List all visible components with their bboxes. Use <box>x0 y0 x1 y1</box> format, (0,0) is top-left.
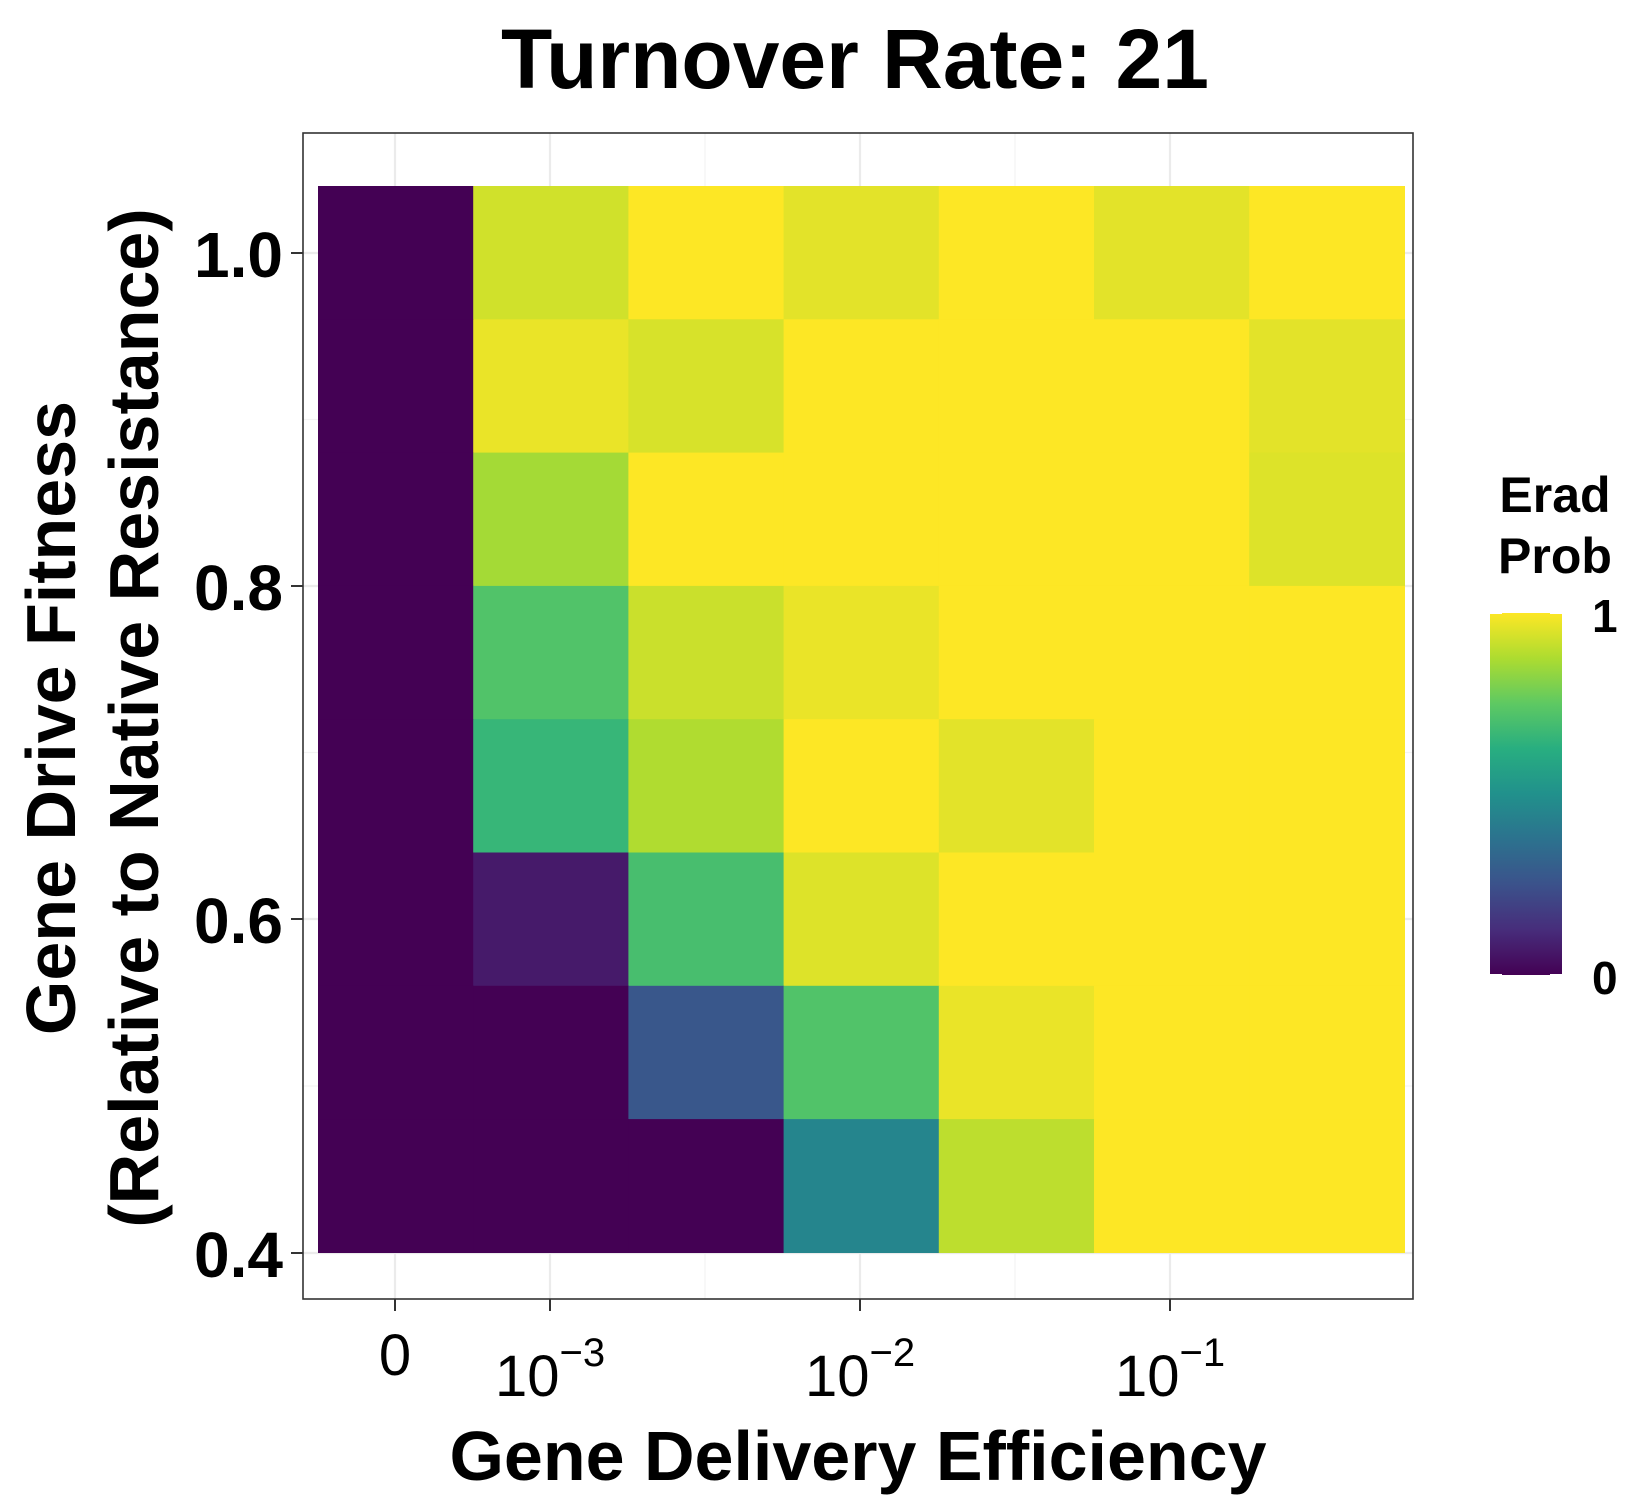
heatmap-cell <box>318 452 474 587</box>
heatmap-cell <box>1249 452 1405 587</box>
heatmap-cell <box>1094 186 1250 320</box>
heatmap-cell <box>318 1119 474 1253</box>
heatmap-cell <box>318 719 474 854</box>
heatmap-cell <box>473 985 629 1120</box>
y-axis: 1.0 0.8 0.6 0.4 <box>194 219 303 1291</box>
x-axis: 0 10−3 10−2 10−1 <box>379 1299 1225 1409</box>
legend-title-line2: Prob <box>1498 528 1612 584</box>
heatmap-cell <box>1094 319 1250 454</box>
heatmap-cell <box>628 452 785 587</box>
y-axis-title-line1: Gene Drive Fitness <box>12 401 90 1035</box>
heatmap-cell <box>938 452 1095 587</box>
legend: Erad Prob 1 0 <box>1490 467 1618 1004</box>
heatmap-cell <box>473 452 629 587</box>
heatmap-cell <box>1094 1119 1250 1253</box>
x-tick-label: 10−2 <box>805 1331 915 1409</box>
heatmap-cell <box>783 186 940 320</box>
legend-colorbar <box>1490 613 1562 975</box>
heatmap-cell <box>783 1119 940 1253</box>
heatmap-cell <box>938 719 1095 854</box>
legend-label-max: 1 <box>1592 590 1618 642</box>
heatmap-cell <box>473 852 629 987</box>
y-tick-label: 0.8 <box>194 552 283 624</box>
heatmap-cell <box>1249 1119 1405 1253</box>
x-tick-label: 0 <box>379 1323 411 1388</box>
chart-title: Turnover Rate: 21 <box>501 12 1209 106</box>
heatmap-cell <box>318 186 474 320</box>
x-tick-label: 10−3 <box>495 1331 605 1409</box>
plot-border <box>302 132 1414 1300</box>
y-tick-label: 0.6 <box>194 885 283 957</box>
heatmap-cell <box>628 719 785 854</box>
heatmap-cell <box>1094 719 1250 854</box>
heatmap-cell <box>628 186 785 320</box>
heatmap-cell <box>628 852 785 987</box>
heatmap-cell <box>938 585 1095 720</box>
heatmap-cell <box>473 1119 629 1253</box>
heatmap-cell <box>473 186 629 320</box>
heatmap-cell <box>1249 319 1405 454</box>
heatmap-cell <box>628 1119 785 1253</box>
heatmap-cell <box>783 452 940 587</box>
heatmap-cell <box>783 319 940 454</box>
heatmap-cell <box>628 319 785 454</box>
heatmap-cell <box>1094 852 1250 987</box>
heatmap-cell <box>318 985 474 1120</box>
heatmap-cell <box>473 719 629 854</box>
heatmap-cell <box>783 852 940 987</box>
y-tick-label: 1.0 <box>194 219 283 291</box>
heatmap-cell <box>1249 186 1405 320</box>
heatmap-cell <box>628 585 785 720</box>
x-tick-label: 10−1 <box>1115 1331 1225 1409</box>
heatmap-cells <box>318 186 1405 1253</box>
legend-title-line1: Erad <box>1499 467 1610 523</box>
heatmap-cell <box>1249 852 1405 987</box>
heatmap-cell <box>938 1119 1095 1253</box>
heatmap-cell <box>318 585 474 720</box>
heatmap-cell <box>1249 985 1405 1120</box>
heatmap-cell <box>783 585 940 720</box>
heatmap-cell <box>783 985 940 1120</box>
x-axis-title: Gene Delivery Efficiency <box>449 1417 1266 1495</box>
heatmap-cell <box>1249 585 1405 720</box>
heatmap-cell <box>318 852 474 987</box>
heatmap-cell <box>318 319 474 454</box>
heatmap-cell <box>1249 719 1405 854</box>
heatmap-cell <box>938 186 1095 320</box>
heatmap-cell <box>1094 985 1250 1120</box>
heatmap-cell <box>628 985 785 1120</box>
heatmap-cell <box>938 852 1095 987</box>
y-tick-label: 0.4 <box>194 1219 283 1291</box>
heatmap-cell <box>473 585 629 720</box>
heatmap-cell <box>473 319 629 454</box>
heatmap-cell <box>1094 452 1250 587</box>
heatmap-cell <box>783 719 940 854</box>
y-axis-title-line2: (Relative to Native Resistance) <box>95 208 173 1227</box>
legend-label-min: 0 <box>1592 952 1618 1004</box>
heatmap-cell <box>1094 585 1250 720</box>
heatmap-cell <box>938 319 1095 454</box>
heatmap-cell <box>938 985 1095 1120</box>
